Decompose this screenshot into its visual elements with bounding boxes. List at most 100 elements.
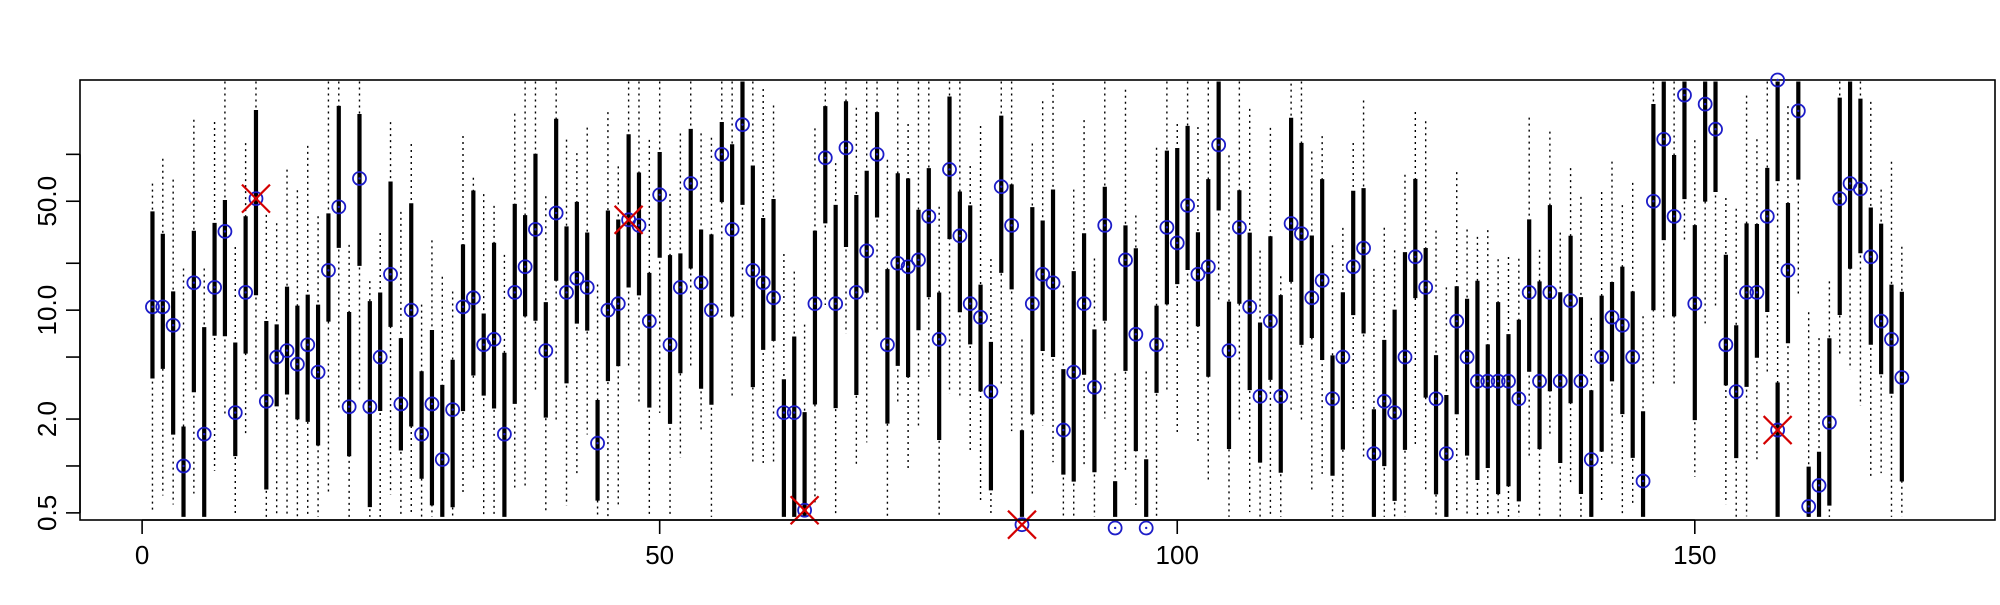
point-marker <box>465 290 481 306</box>
point-marker <box>1418 279 1434 295</box>
point-center <box>637 224 641 227</box>
point-marker <box>1821 415 1837 430</box>
point-marker <box>1180 198 1195 213</box>
point-marker <box>1708 121 1723 137</box>
point-marker <box>1873 313 1889 329</box>
point-center <box>1352 265 1355 268</box>
point-center <box>1517 397 1521 400</box>
point-center <box>1093 386 1096 389</box>
point-center <box>410 308 413 312</box>
point-center <box>1817 484 1821 487</box>
point-marker <box>983 384 999 400</box>
point-marker <box>590 435 605 451</box>
point-center <box>1652 200 1655 203</box>
point-center <box>948 168 951 171</box>
point-marker <box>300 337 316 353</box>
point-center <box>1144 526 1148 530</box>
point-center <box>1797 109 1800 113</box>
point-center <box>1486 379 1489 383</box>
point-center <box>1134 333 1138 336</box>
point-center <box>1745 291 1748 294</box>
point-marker <box>279 343 295 359</box>
y-tick-label: 10.0 <box>32 285 62 336</box>
point-marker <box>372 349 388 365</box>
point-center <box>1465 355 1469 359</box>
point-center <box>1672 215 1676 218</box>
point-center <box>1828 421 1831 424</box>
point-center <box>171 324 175 327</box>
point-center <box>503 432 506 436</box>
point-marker <box>1438 446 1454 462</box>
point-center <box>793 411 796 414</box>
point-marker <box>269 349 285 365</box>
outlier-cross <box>1762 415 1793 445</box>
x-axis: 0 50 100 150 <box>135 519 1717 570</box>
point-marker <box>1677 87 1692 103</box>
point-marker <box>569 270 585 286</box>
point-center <box>917 258 920 262</box>
point-marker <box>880 337 895 353</box>
point-center <box>730 228 734 231</box>
point-center <box>813 302 817 305</box>
point-marker <box>838 140 854 156</box>
point-center <box>1786 269 1790 272</box>
point-marker <box>1169 235 1185 251</box>
point-center <box>989 390 993 393</box>
point-center <box>1372 452 1376 455</box>
point-center <box>1207 265 1210 268</box>
point-center <box>1527 291 1531 294</box>
point-center <box>1113 526 1117 530</box>
point-marker <box>1532 373 1547 389</box>
point-center <box>203 432 206 436</box>
point-center <box>1559 379 1562 383</box>
point-center <box>1176 241 1179 245</box>
point-center <box>1010 224 1013 227</box>
point-center <box>679 286 682 289</box>
outlier-cross <box>241 183 271 214</box>
point-marker <box>1718 337 1734 353</box>
point-marker <box>1128 326 1144 342</box>
point-center <box>1859 187 1862 191</box>
point-center <box>461 305 465 309</box>
point-center <box>1683 93 1686 97</box>
point-marker <box>1107 520 1123 536</box>
point-center <box>1569 299 1572 302</box>
point-center <box>834 302 837 305</box>
point-marker <box>1024 296 1040 312</box>
point-center <box>782 411 786 414</box>
point-marker <box>807 296 823 312</box>
point-center <box>1310 296 1314 300</box>
point-marker <box>207 279 222 295</box>
point-marker <box>507 285 523 300</box>
point-center <box>1331 397 1334 400</box>
point-marker <box>1697 96 1713 112</box>
point-center <box>285 349 289 352</box>
point-marker <box>1118 252 1133 268</box>
point-center <box>347 405 351 408</box>
point-center <box>1662 138 1665 141</box>
point-center <box>855 291 858 294</box>
point-center <box>378 355 382 359</box>
point-marker <box>1387 405 1403 421</box>
point-marker <box>186 275 202 291</box>
point-center <box>1590 458 1593 461</box>
point-marker <box>735 117 750 133</box>
point-marker <box>1242 299 1258 315</box>
point-marker <box>517 259 533 275</box>
point-marker <box>993 179 1009 195</box>
point-marker <box>1283 216 1299 231</box>
point-marker <box>548 205 564 221</box>
point-marker <box>942 162 957 177</box>
point-marker <box>755 275 771 291</box>
point-marker <box>1480 373 1496 389</box>
point-center <box>1196 273 1200 276</box>
point-center <box>151 305 154 309</box>
point-center <box>1579 379 1583 383</box>
point-center <box>958 234 962 238</box>
point-center <box>1269 319 1272 323</box>
outlier-layer <box>241 183 1793 540</box>
point-center <box>575 277 579 280</box>
point-marker <box>1190 266 1206 282</box>
point-center <box>824 156 827 160</box>
point-center <box>937 338 941 341</box>
